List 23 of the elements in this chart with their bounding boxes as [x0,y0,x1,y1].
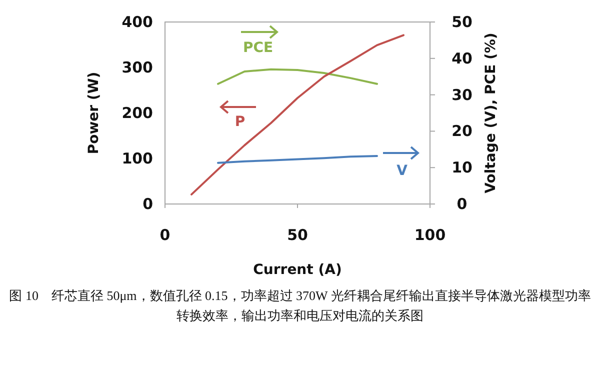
line-series [217,154,378,164]
legend-label: PCE [242,40,274,56]
y-axis-title: Power (W) [86,72,102,154]
y2-tick-label: 20 [452,122,472,140]
y2-tick-label: 10 [452,158,472,177]
y-tick-label: 200 [122,104,153,122]
line-series [217,68,378,85]
y2-axis-title: Voltage (V), PCE (%) [483,32,499,194]
x-axis-title: Current (A) [253,262,342,278]
x-tick-label: 100 [414,226,446,244]
y-tick-label: 400 [122,13,153,31]
y-tick-label: 0 [142,195,153,213]
x-tick-label: 50 [287,226,308,244]
y2-tick-label: 40 [452,49,472,68]
y2-tick-label: 50 [452,13,472,31]
y-tick-label: 100 [122,150,153,168]
y2-tick-label: 30 [452,86,472,104]
caption: 图 10 纤芯直径 50μm，数值孔径 0.15，功率超过 370W 光纤耦合尾纤输出直接半导体激光器模型功率转换效率，输出功率和电压对电流的关系图 [8,287,592,325]
y-tick-label: 300 [122,58,153,76]
legend-label: V [396,163,408,179]
legend-label: P [234,114,246,130]
x-tick-label: 0 [160,226,170,244]
y2-tick-label: 0 [456,195,468,213]
